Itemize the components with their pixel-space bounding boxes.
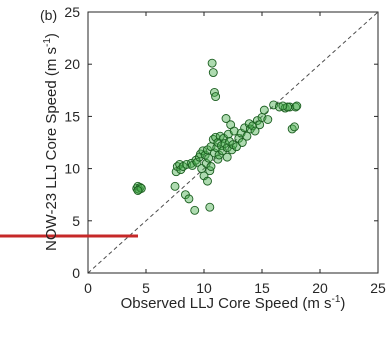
y-axis-ticks: 0 5 10 15 20 25 (64, 4, 378, 281)
x-tick-label: 15 (254, 280, 270, 296)
x-tick-label: 10 (196, 280, 212, 296)
x-axis-ticks: 0 5 10 15 20 25 (84, 12, 386, 296)
scatter-point (203, 176, 212, 186)
scatter-point (204, 153, 214, 163)
x-axis-label: Observed LLJ Core Speed (m s-1) (121, 294, 346, 312)
scatter-point (225, 137, 234, 146)
scatter-point (208, 68, 218, 78)
x-axis-label-exponent: -1 (332, 294, 341, 305)
scatter-point (205, 202, 215, 212)
x-tick-label: 5 (142, 280, 150, 296)
scatter-point (133, 186, 143, 195)
scatter-point (201, 158, 211, 168)
y-tick-label: 10 (64, 161, 80, 177)
x-axis-label-close: ) (340, 295, 345, 312)
y-tick-label: 15 (64, 108, 80, 124)
x-tick-label: 25 (370, 280, 386, 296)
scatter-point (184, 194, 194, 204)
y-axis-label-exponent: -1 (42, 38, 53, 47)
scatter-point (278, 101, 288, 111)
scatter-point (242, 131, 252, 141)
scatter-point (229, 126, 239, 136)
scatter-point (222, 152, 232, 162)
scatter-point (259, 105, 269, 115)
scatter-point (250, 126, 260, 136)
scatter-point (221, 114, 231, 123)
scatter-point (255, 120, 265, 130)
data-points (132, 58, 302, 215)
panel-label: (b) (40, 7, 57, 23)
scatter-point (206, 162, 216, 171)
scatter-point (200, 150, 210, 160)
scatter-point (237, 138, 247, 147)
y-tick-label: 5 (72, 213, 80, 229)
scatter-point (171, 167, 181, 177)
scatter-point (190, 205, 200, 215)
scatter-point (170, 181, 180, 191)
x-tick-label: 0 (84, 280, 92, 296)
scatter-point (292, 101, 302, 111)
scatter-point (290, 122, 299, 132)
y-axis-label: NOW-23 LLJ Core Speed (m s-1) (42, 33, 60, 251)
scatter-point (252, 116, 262, 126)
y-tick-label: 25 (64, 4, 80, 20)
scatter-point (227, 145, 237, 155)
scatter-point (192, 157, 202, 167)
x-axis-label-main: Observed LLJ Core Speed (m s (121, 295, 332, 312)
y-axis-label-close: ) (43, 33, 60, 38)
x-tick-label: 20 (312, 280, 328, 296)
y-axis-label-main: NOW-23 LLJ Core Speed (m s (43, 47, 60, 251)
one-to-one-reference-line (87, 11, 379, 274)
y-tick-label: 0 (72, 265, 80, 281)
scatter-point (211, 92, 221, 102)
scatter-point (207, 58, 217, 68)
y-tick-label: 20 (64, 56, 80, 72)
scatter-point (263, 115, 273, 124)
